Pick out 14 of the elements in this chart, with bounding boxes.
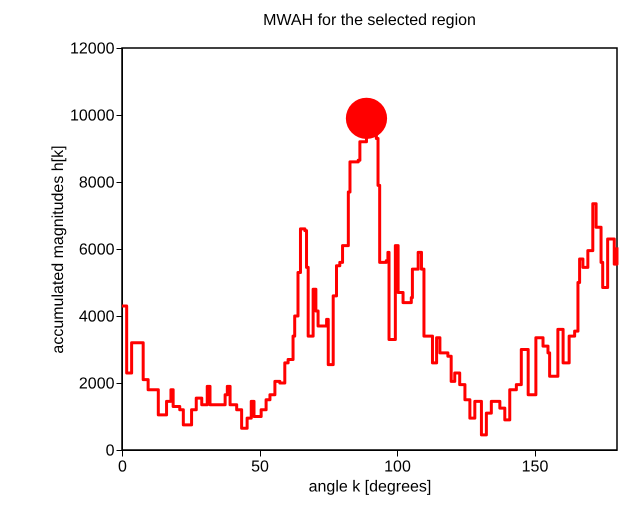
y-tick-label: 10000 (70, 108, 115, 124)
y-tick-label: 4000 (78, 308, 115, 326)
y-axis-title: accumulated magnitudes h[k] (50, 145, 68, 354)
x-tick-label: 150 (522, 458, 548, 476)
x-tick-label: 100 (384, 458, 411, 476)
x-axis-title: angle k [degrees] (308, 478, 432, 496)
y-tick-label: 8000 (78, 174, 115, 192)
y-tick-label: 0 (106, 442, 115, 460)
y-tick-label: 6000 (78, 242, 115, 258)
chart-title: MWAH for the selected region (263, 12, 476, 29)
x-tick-label: 50 (251, 458, 269, 476)
y-tick-label: 2000 (78, 376, 115, 392)
y-tick-label: 12000 (70, 40, 115, 58)
x-tick-label: 0 (118, 458, 128, 476)
